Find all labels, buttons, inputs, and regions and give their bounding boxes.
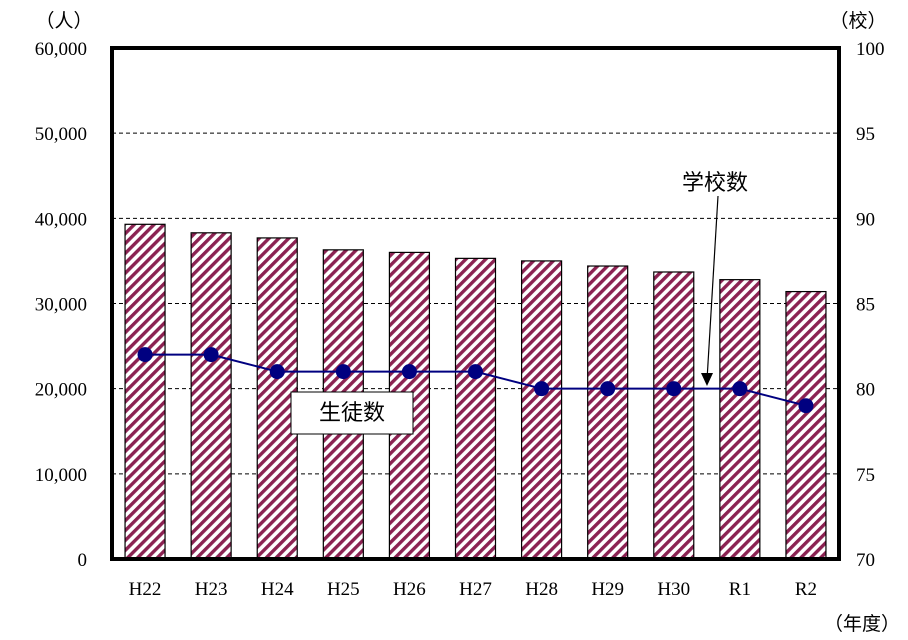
- left-tick-label: 60,000: [35, 39, 87, 60]
- line-series-label-arrow: [706, 195, 719, 381]
- left-tick-label: 50,000: [35, 124, 87, 145]
- line-series-label: 学校数: [682, 171, 748, 196]
- x-tick-label: R2: [795, 579, 817, 600]
- line-point: [798, 398, 814, 414]
- left-axis-ticks: 0 10,000 20,000 30,000 40,000 50,000 60,000: [35, 39, 87, 571]
- x-tick-label: H24: [261, 579, 294, 600]
- x-tick-label: H28: [525, 579, 558, 600]
- line-point: [666, 381, 682, 397]
- right-tick-label: 75: [856, 465, 875, 486]
- line-point: [534, 381, 550, 397]
- x-axis-unit: （年度）: [824, 613, 900, 635]
- left-tick-label: 10,000: [35, 465, 87, 486]
- bar-series-label: 生徒数: [319, 401, 385, 426]
- bar: [520, 260, 563, 560]
- x-tick-label: H27: [459, 579, 492, 600]
- left-tick-label: 0: [78, 550, 88, 571]
- line-series-label-bg: [660, 164, 770, 198]
- right-tick-label: 100: [856, 39, 885, 60]
- x-tick-label: H22: [129, 579, 162, 600]
- line-point: [203, 347, 219, 363]
- x-tick-label: R1: [729, 579, 751, 600]
- bar: [587, 265, 629, 560]
- line-point: [600, 381, 616, 397]
- bar: [454, 257, 497, 560]
- right-axis-unit: （校）: [829, 10, 886, 32]
- line-point: [468, 364, 483, 380]
- right-tick-label: 70: [856, 550, 875, 571]
- bar: [785, 290, 827, 560]
- bar-series-label-box: [290, 391, 414, 435]
- x-tick-label: H29: [591, 579, 624, 600]
- bar: [190, 232, 232, 560]
- x-tick-label: H23: [195, 579, 228, 600]
- x-tick-label: H25: [327, 579, 360, 600]
- line-series: [137, 347, 814, 414]
- left-axis-unit: （人）: [35, 10, 92, 32]
- line-point: [401, 364, 417, 380]
- plot-frame: [110, 46, 841, 561]
- line-point: [335, 364, 351, 380]
- right-axis-ticks: 70 75 80 85 90 95 100: [856, 39, 885, 571]
- left-tick-label: 30,000: [35, 295, 87, 316]
- bar: [124, 223, 166, 560]
- right-tick-label: 85: [856, 295, 875, 316]
- bar: [719, 279, 761, 560]
- left-tick-label: 40,000: [35, 209, 87, 230]
- bar: [653, 271, 695, 560]
- right-tick-label: 80: [856, 380, 875, 401]
- x-tick-label: H30: [657, 579, 690, 600]
- left-tick-label: 20,000: [35, 380, 87, 401]
- line-point: [269, 364, 285, 380]
- x-axis-ticks: H22 H23 H24 H25 H26 H27 H28 H29 H30 R1 R2: [129, 579, 817, 600]
- line-point: [137, 347, 153, 363]
- right-tick-label: 95: [856, 124, 875, 145]
- arrow-head: [701, 373, 713, 386]
- x-tick-label: H26: [393, 579, 426, 600]
- line-point: [732, 381, 748, 397]
- right-tick-label: 90: [856, 209, 875, 230]
